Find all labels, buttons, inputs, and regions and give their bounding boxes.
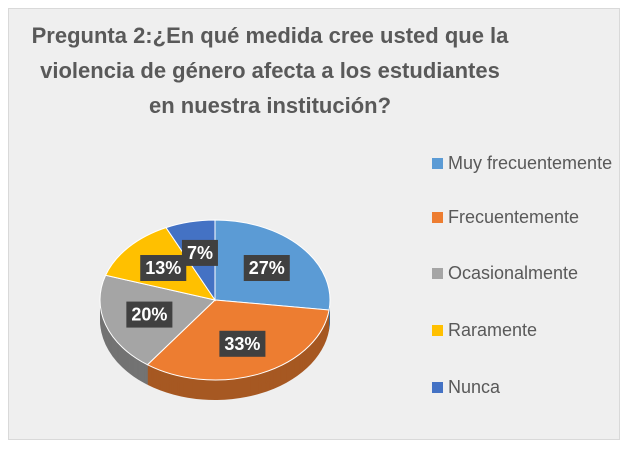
- data-label: 33%: [224, 334, 260, 354]
- chart-title: Pregunta 2:¿En qué medida cree usted que…: [31, 23, 509, 118]
- data-label: 7%: [187, 243, 213, 263]
- legend-swatch: [432, 158, 443, 169]
- data-label-box: [243, 255, 290, 282]
- data-label-box: [219, 330, 266, 357]
- legend-label: Muy frecuentemente: [448, 153, 613, 173]
- data-label-box: [181, 239, 218, 266]
- legend-label: Nunca: [448, 377, 501, 397]
- legend-item: Raramente: [432, 319, 617, 341]
- legend-item: Muy frecuentemente: [432, 152, 617, 174]
- legend-swatch: [432, 325, 443, 336]
- data-label-box: [126, 301, 173, 328]
- legend-item: Nunca: [432, 376, 617, 398]
- legend-label: Raramente: [448, 320, 538, 340]
- legend-label: Ocasionalmente: [448, 263, 579, 283]
- legend-item: Frecuentemente: [432, 206, 617, 228]
- legend-swatch: [432, 268, 443, 279]
- legend-item: Ocasionalmente: [432, 262, 617, 284]
- chart-area: [8, 8, 620, 440]
- data-label: 20%: [131, 305, 167, 325]
- legend-swatch: [432, 382, 443, 393]
- data-label: 13%: [145, 258, 181, 278]
- legend-swatch: [432, 212, 443, 223]
- data-label: 27%: [249, 258, 285, 278]
- legend-label: Frecuentemente: [448, 207, 580, 227]
- data-label-box: [140, 255, 187, 282]
